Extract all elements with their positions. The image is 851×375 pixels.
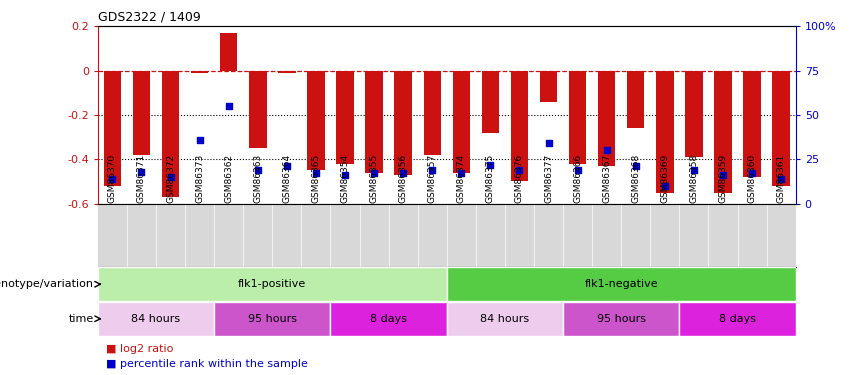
Bar [307,70,325,170]
Point [745,171,759,177]
Text: 84 hours: 84 hours [131,314,180,324]
Bar [568,70,586,164]
Bar [249,70,266,148]
Bar [679,302,796,336]
Bar [540,70,557,102]
Bar [511,70,528,182]
Bar [98,267,447,301]
Point [193,137,207,143]
Point [512,167,526,173]
Point [717,172,730,178]
Point [309,171,323,177]
Bar [365,70,383,172]
Bar [191,70,208,73]
Point [106,176,119,182]
Bar [482,70,499,133]
Point [658,183,671,189]
Text: 84 hours: 84 hours [480,314,529,324]
Point [629,164,643,170]
Text: flk1-negative: flk1-negative [585,279,658,289]
Point [368,171,381,177]
Bar [447,267,796,301]
Point [338,172,351,178]
Bar [453,70,470,172]
Bar [214,302,330,336]
Point [426,167,439,173]
Point [454,171,468,177]
Point [251,167,265,173]
Point [397,171,410,177]
Text: time: time [68,314,94,324]
Text: 95 hours: 95 hours [597,314,646,324]
Bar [330,302,447,336]
Text: ■ log2 ratio: ■ log2 ratio [106,344,174,354]
Bar [220,33,237,70]
Point [687,167,700,173]
Bar [656,70,674,192]
Text: 8 days: 8 days [370,314,407,324]
Text: 8 days: 8 days [719,314,756,324]
Bar [627,70,644,128]
Point [542,140,556,146]
Text: 95 hours: 95 hours [248,314,297,324]
Point [280,164,294,170]
Point [571,167,585,173]
Text: ■ percentile rank within the sample: ■ percentile rank within the sample [106,359,308,369]
Text: genotype/variation: genotype/variation [0,279,94,289]
Bar [773,70,790,186]
Bar [563,302,679,336]
Point [774,176,788,182]
Point [163,174,177,180]
Bar [744,70,761,177]
Point [483,162,497,168]
Point [600,147,614,153]
Bar [98,302,214,336]
Text: GDS2322 / 1409: GDS2322 / 1409 [98,11,201,24]
Bar [447,302,563,336]
Point [222,103,236,109]
Bar [394,70,412,175]
Bar [424,70,441,155]
Bar [278,70,295,73]
Bar [336,70,354,164]
Point [134,169,148,175]
Bar [714,70,732,192]
Bar [133,70,151,155]
Text: flk1-positive: flk1-positive [238,279,306,289]
Bar [598,70,615,166]
Bar [685,70,703,157]
Bar [104,70,121,186]
Bar [162,70,180,197]
